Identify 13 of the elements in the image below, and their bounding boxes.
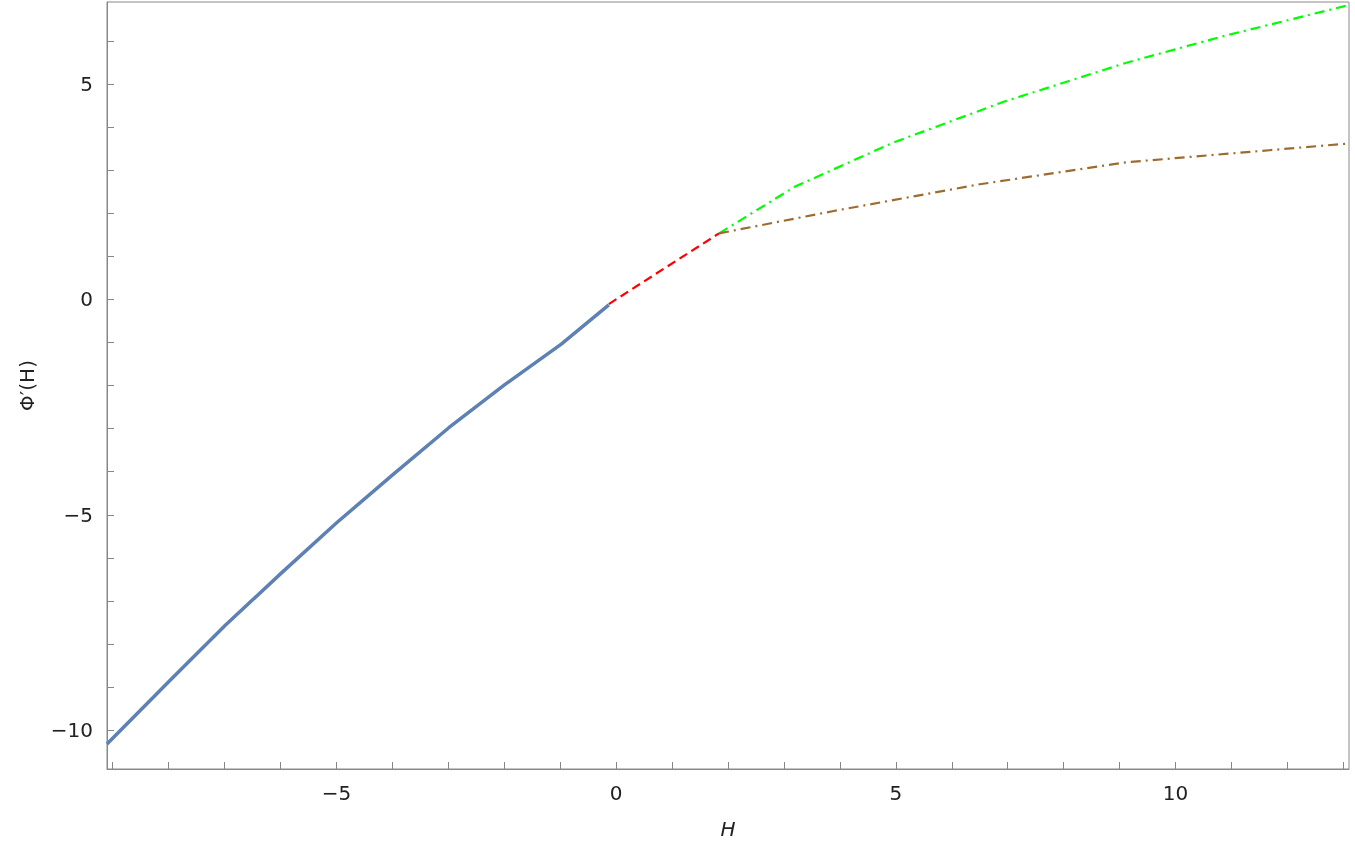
y-tick-label: 5 [80,71,93,96]
line-series [105,303,611,746]
y-tick-label: 0 [80,287,93,312]
x-axis-title: H [720,817,736,841]
y-tick-label: −5 [63,502,93,527]
x-tick-label: 10 [1162,781,1189,805]
x-tick-label: −5 [321,781,352,805]
y-axis-title: Φ′(H) [15,360,39,411]
line-series [717,4,1347,235]
x-tick-label: 0 [609,781,623,805]
x-tick-label: 5 [889,781,903,805]
line-series [717,142,1347,235]
y-tick-label: −10 [50,718,93,743]
